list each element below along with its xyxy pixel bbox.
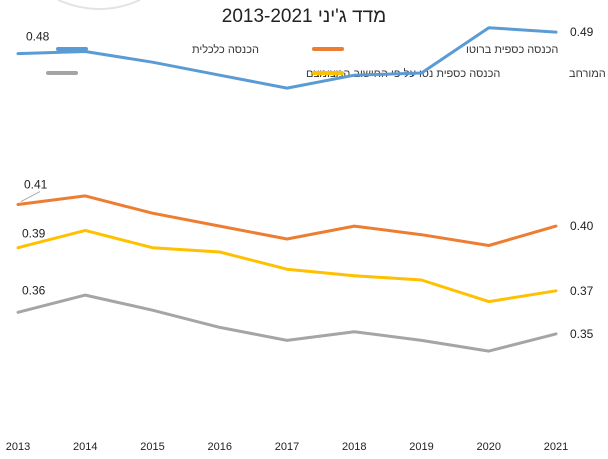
data-label: 0.41	[24, 178, 48, 192]
legend-label: הכנסה כספית ברוטו	[466, 44, 558, 56]
decorative-arc	[57, 0, 141, 10]
x-tick-label: 2020	[477, 441, 501, 453]
x-tick-label: 2017	[275, 441, 299, 453]
series-line	[16, 26, 558, 90]
series-line	[16, 194, 558, 247]
data-label: 0.48	[26, 30, 50, 44]
x-axis: 2013 2014 2015 2016 2017 2018 2019 2020 2021	[6, 441, 568, 453]
data-label-leader	[20, 191, 41, 202]
chart-title: מדד ג'יני 2013-2021	[222, 6, 386, 27]
legend-label: הכנסה כספית נטו על פי החישוב המורחב	[569, 67, 608, 80]
x-tick-label: 2016	[208, 441, 232, 453]
x-tick-label: 2014	[73, 441, 97, 453]
data-labels: 0.48 0.49 0.41 0.40 0.36 0.35 0.39 0.37	[20, 25, 594, 341]
x-tick-label: 2019	[409, 441, 433, 453]
legend-label: הכנסה כלכלית	[192, 43, 259, 56]
data-label: 0.35	[570, 327, 594, 341]
x-tick-label: 2015	[140, 441, 164, 453]
data-label: 0.39	[22, 227, 46, 241]
legend: הכנסה כלכלית הכנסה כספית ברוטו הכנסה כספית…	[46, 43, 608, 80]
series-line	[16, 293, 558, 353]
x-tick-label: 2013	[6, 441, 30, 453]
x-tick-label: 2021	[544, 441, 568, 453]
data-label: 0.40	[570, 219, 594, 233]
series-line	[16, 228, 558, 304]
series-layer	[16, 26, 558, 353]
data-label: 0.36	[22, 283, 46, 297]
data-label: 0.37	[570, 284, 594, 298]
x-tick-label: 2018	[342, 441, 366, 453]
data-label: 0.49	[570, 25, 594, 39]
